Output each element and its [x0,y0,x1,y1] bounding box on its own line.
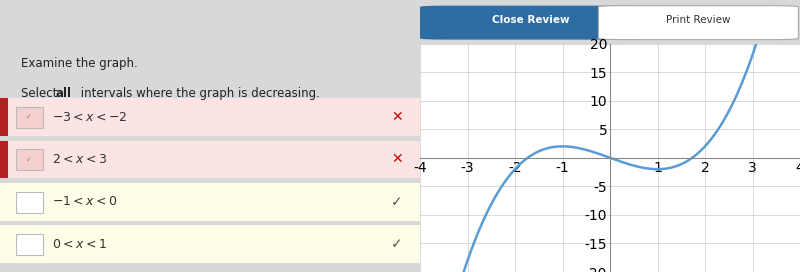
FancyBboxPatch shape [420,6,640,40]
Text: $-1 < x < 0$: $-1 < x < 0$ [53,195,118,208]
FancyBboxPatch shape [15,149,43,170]
Text: ✓: ✓ [391,237,402,251]
Text: ✕: ✕ [391,110,402,124]
FancyBboxPatch shape [0,141,7,178]
FancyBboxPatch shape [0,98,7,136]
FancyBboxPatch shape [598,6,798,40]
FancyBboxPatch shape [15,234,43,255]
Text: $0 < x < 1$: $0 < x < 1$ [53,237,107,251]
Text: ✓: ✓ [26,157,32,163]
Text: $2 < x < 3$: $2 < x < 3$ [53,153,107,166]
Text: $-3 < x < -2$: $-3 < x < -2$ [53,111,128,124]
Text: intervals where the graph is decreasing.: intervals where the graph is decreasing. [77,87,320,100]
Text: ✓: ✓ [391,195,402,209]
Text: Examine the graph.: Examine the graph. [21,57,138,70]
Text: ✓: ✓ [26,114,32,120]
FancyBboxPatch shape [0,225,420,263]
Text: ✕: ✕ [391,153,402,166]
FancyBboxPatch shape [0,98,420,136]
Text: Print Review: Print Review [666,15,730,25]
FancyBboxPatch shape [0,183,420,221]
FancyBboxPatch shape [15,191,43,213]
FancyBboxPatch shape [15,107,43,128]
Text: Close Review: Close Review [491,15,570,25]
Text: Select: Select [21,87,61,100]
FancyBboxPatch shape [0,141,420,178]
Text: all: all [56,87,72,100]
